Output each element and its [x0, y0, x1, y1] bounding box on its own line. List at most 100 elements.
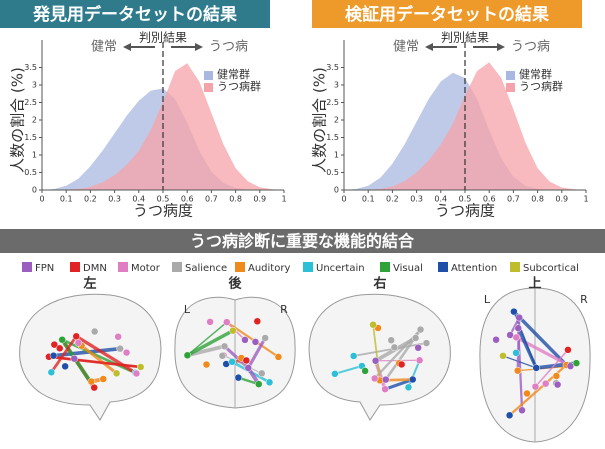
node	[553, 380, 562, 389]
x-axis-label: うつ病度	[435, 202, 495, 220]
legend-swatch	[235, 262, 245, 272]
legend-swatch	[204, 83, 213, 92]
node	[512, 349, 520, 357]
node	[515, 313, 523, 322]
connection	[80, 344, 118, 375]
node	[228, 358, 236, 366]
legend-label: Attention	[451, 263, 497, 274]
x-tick-label: 0.1	[60, 195, 73, 204]
y-tick-label: 0.5	[326, 168, 339, 177]
brain-outline	[19, 293, 162, 421]
node	[49, 351, 58, 360]
view-label: 左	[83, 276, 96, 292]
node	[382, 375, 390, 384]
y-tick-label: 3	[32, 81, 37, 90]
x-tick-label: 0.5	[459, 195, 472, 204]
y-tick-label: 3.5	[24, 63, 37, 72]
chart-title: 発見用データセットの結果	[32, 4, 237, 25]
node	[513, 366, 522, 375]
legend-swatch	[172, 262, 182, 272]
connection	[246, 337, 267, 369]
node	[492, 335, 500, 344]
node	[414, 344, 422, 352]
node	[499, 352, 507, 360]
node	[50, 340, 59, 349]
y-tick-label: 3	[334, 81, 339, 90]
node	[512, 333, 521, 342]
node	[251, 338, 260, 346]
header-label: 判別結果	[139, 31, 187, 45]
x-tick-label: 0.8	[531, 195, 544, 204]
node	[244, 364, 253, 372]
x-tick-label: 0.2	[386, 195, 399, 204]
node	[532, 364, 540, 372]
view-label: 右	[372, 276, 386, 292]
section-title: うつ病診断に重要な機能的結合	[190, 232, 415, 251]
arrow-head	[195, 43, 203, 51]
node	[223, 318, 231, 326]
node	[258, 369, 266, 378]
node	[116, 344, 124, 353]
node	[331, 370, 339, 378]
connection	[534, 349, 569, 388]
node	[229, 326, 237, 335]
legend-label: Visual	[393, 263, 423, 274]
connection	[372, 324, 381, 381]
node	[541, 379, 550, 388]
x-tick-label: 0.7	[507, 195, 520, 204]
y-tick-label: 1.5	[326, 133, 339, 142]
legend-label: FPN	[35, 263, 54, 274]
view-label: 上	[528, 277, 541, 292]
side-label: うつ病	[209, 40, 248, 55]
y-axis-label: 人数の割合 (%)	[9, 67, 27, 173]
node	[422, 339, 431, 347]
legend-label: うつ病群	[519, 79, 563, 93]
node	[416, 325, 425, 334]
y-tick-label: 1.5	[24, 133, 37, 142]
node	[202, 360, 211, 369]
node	[253, 317, 262, 326]
legend-swatch	[204, 71, 213, 80]
node	[218, 352, 227, 360]
node	[87, 377, 96, 386]
connection	[61, 338, 137, 375]
node	[261, 334, 269, 342]
node	[390, 343, 399, 352]
x-tick-label: 0.4	[434, 195, 447, 204]
node	[242, 356, 251, 365]
legend-swatch	[506, 83, 515, 92]
node	[90, 327, 99, 336]
x-tick-label: 0.7	[205, 195, 218, 204]
x-tick-label: 0	[39, 195, 44, 204]
arrow-head	[497, 43, 505, 51]
legend-swatch	[380, 262, 390, 272]
node	[58, 335, 66, 344]
header-label: 判別結果	[441, 31, 489, 45]
node	[132, 369, 141, 378]
node	[99, 375, 108, 383]
section-banner	[0, 229, 605, 253]
node	[56, 344, 64, 353]
connection	[186, 321, 228, 356]
y-tick-label: 2	[334, 116, 339, 125]
legend-swatch	[510, 262, 520, 272]
x-tick-label: 0.4	[132, 195, 145, 204]
x-tick-label: 1	[281, 195, 286, 204]
connection	[334, 365, 363, 375]
x-tick-label: 1	[583, 195, 588, 204]
node	[122, 348, 131, 357]
legend-swatch	[70, 262, 80, 272]
node	[72, 332, 81, 341]
connection	[384, 378, 414, 391]
node	[387, 336, 395, 344]
connection	[50, 335, 78, 374]
node	[234, 373, 243, 382]
node	[220, 342, 229, 351]
y-tick-label: 1	[334, 151, 339, 160]
legend-label: Uncertain	[316, 263, 365, 274]
node	[552, 372, 561, 380]
y-axis-label: 人数の割合 (%)	[311, 67, 329, 173]
arrow-head	[425, 43, 433, 51]
node	[531, 382, 540, 391]
